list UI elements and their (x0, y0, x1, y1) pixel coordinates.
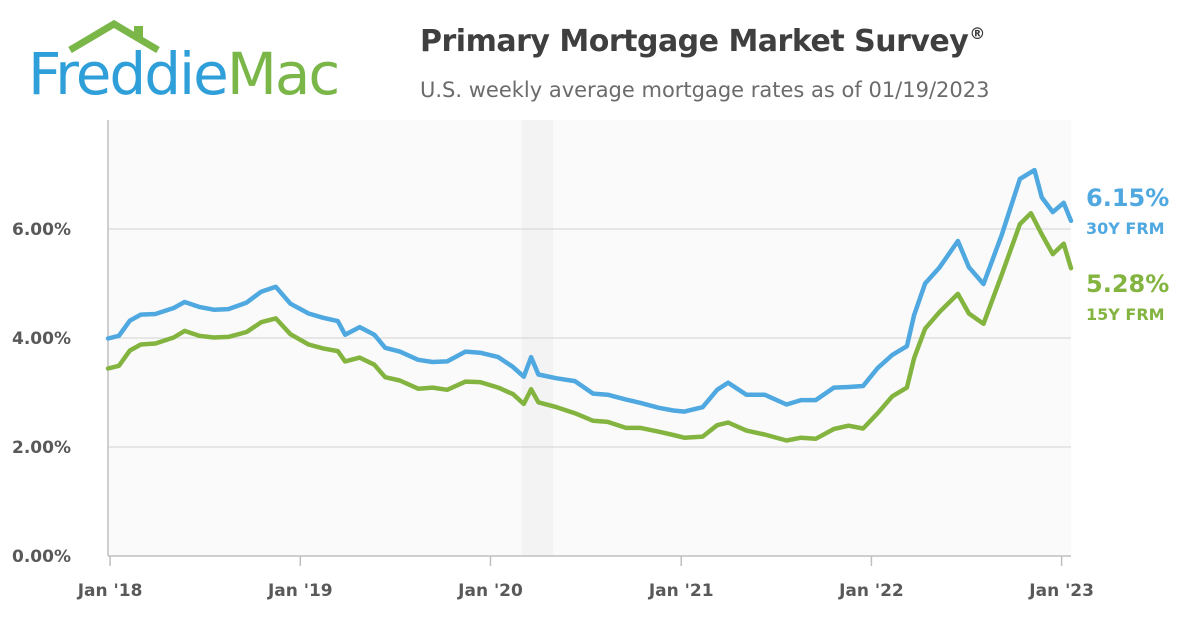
x-axis-ticks: Jan '18 Jan '19 Jan '20 Jan '21 Jan '22 Jan '… (77, 556, 1094, 601)
y-tick-label: 0.00% (12, 547, 71, 567)
legend-15y-frm: 15Y FRM (1086, 305, 1165, 324)
end-rate-30y: 6.15% (1086, 184, 1169, 212)
x-tick-label: Jan '23 (1028, 581, 1094, 601)
registered-mark: ® (969, 24, 985, 43)
x-tick-label: Jan '22 (838, 581, 904, 601)
line-15y-frm (105, 210, 1074, 443)
house-roof-icon (68, 19, 160, 54)
y-tick-label: 6.00% (12, 220, 71, 240)
freddie-mac-logo: FreddieMac (22, 14, 382, 114)
end-rate-15y: 5.28% (1086, 270, 1169, 298)
legend-30y-frm: 30Y FRM (1086, 219, 1165, 238)
end-labels: 6.15% 30Y FRM 5.28% 15Y FRM (1086, 184, 1169, 324)
y-axis-ticks: 0.00% 2.00% 4.00% 6.00% (12, 220, 71, 567)
logo-word-freddie: Freddie (28, 40, 229, 108)
logo-word-mac: Mac (226, 40, 340, 108)
line-30y-frm (105, 167, 1074, 414)
x-tick-label: Jan '18 (77, 581, 143, 601)
y-tick-label: 4.00% (12, 329, 71, 349)
series-lines (105, 167, 1074, 443)
x-tick-label: Jan '20 (457, 581, 523, 601)
y-tick-label: 2.00% (12, 438, 71, 458)
chart-subtitle: U.S. weekly average mortgage rates as of… (420, 78, 990, 102)
x-tick-label: Jan '19 (267, 581, 333, 601)
x-tick-label: Jan '21 (648, 581, 714, 601)
logo-wordmark: FreddieMac (28, 40, 340, 108)
chart-title-text: Primary Mortgage Market Survey (420, 24, 969, 59)
chart-title: Primary Mortgage Market Survey® (420, 24, 985, 59)
